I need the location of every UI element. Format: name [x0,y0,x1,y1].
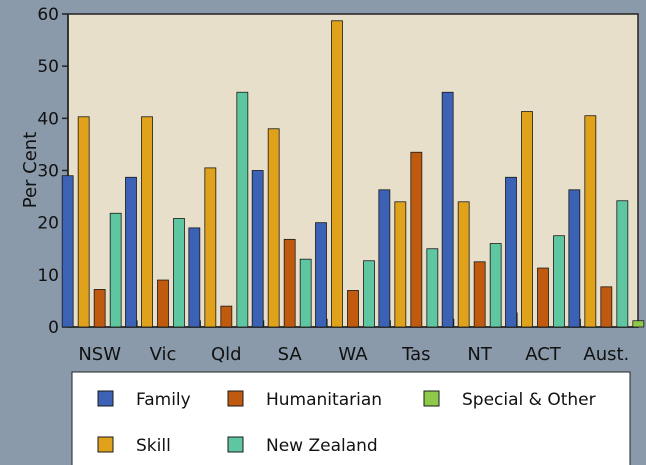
legend-swatch [227,390,244,407]
bar-humanitarian-vic [157,279,169,328]
plot-area [67,13,639,328]
y-tick-label: 0 [48,318,59,338]
legend-label: New Zealand [266,436,378,456]
bar-humanitarian-qld [220,305,233,328]
bar-humanitarian-wa [347,290,359,328]
bar-skill-aust [584,115,597,328]
bar-family-aust [568,189,581,328]
bar-skill-wa [331,20,343,328]
x-tick-label: Aust. [583,344,629,365]
bar-family-wa [315,222,327,328]
x-tick-label: ACT [525,344,562,365]
y-tick-label: 60 [37,5,59,25]
bar-new-zealand-vic [173,218,185,328]
bar-skill-act [521,111,533,328]
y-axis-label: Per Cent [20,132,41,209]
y-tick-label: 40 [37,109,59,129]
legend-swatch [97,390,114,407]
bar-family-act [505,176,517,328]
bar-new-zealand-act [553,235,565,328]
bar-skill-qld [204,167,217,328]
legend-label: Humanitarian [266,390,382,410]
bar-new-zealand-sa [299,258,312,328]
bar-humanitarian-nt [473,261,486,328]
bar-new-zealand-aust [616,200,629,328]
legend-swatch [423,390,440,407]
bar-special-other-aust [632,320,645,328]
x-tick-label: WA [338,344,368,365]
x-tick-label: NT [467,344,492,365]
bar-family-nt [441,91,454,328]
bar-family-qld [188,227,201,328]
bar-skill-sa [267,128,280,328]
x-tick-label: Vic [150,344,177,365]
legend-swatch [97,436,114,453]
bar-skill-nt [457,201,470,328]
bar-new-zealand-nsw [109,212,122,328]
y-tick-label: 20 [37,214,59,234]
y-tick-label: 50 [37,57,59,77]
x-tick-label: Tas [401,344,430,365]
bar-family-tas [378,189,391,328]
bar-skill-nsw [77,116,90,328]
x-tick-label: NSW [78,344,121,365]
bar-new-zealand-wa [363,260,375,328]
legend-box [71,371,631,465]
bar-new-zealand-tas [426,248,439,328]
bar-new-zealand-qld [236,91,249,328]
bar-family-vic [125,176,137,328]
bar-humanitarian-tas [410,151,423,328]
y-tick-label: 30 [37,162,59,182]
legend-label: Skill [136,436,171,456]
legend-swatch [227,436,244,453]
legend-label: Family [136,390,191,410]
x-tick-label: Qld [211,344,242,365]
bar-new-zealand-nt [489,243,502,328]
bar-humanitarian-aust [600,286,613,328]
bar-humanitarian-nsw [93,289,106,328]
bar-humanitarian-sa [283,238,296,328]
bar-family-sa [251,170,264,328]
bar-skill-tas [394,201,407,328]
bar-humanitarian-act [537,267,549,328]
x-tick-label: SA [278,344,303,365]
legend-label: Special & Other [462,390,596,410]
bar-family-nsw [61,175,74,328]
y-tick-label: 10 [37,266,59,286]
bar-skill-vic [141,116,153,328]
